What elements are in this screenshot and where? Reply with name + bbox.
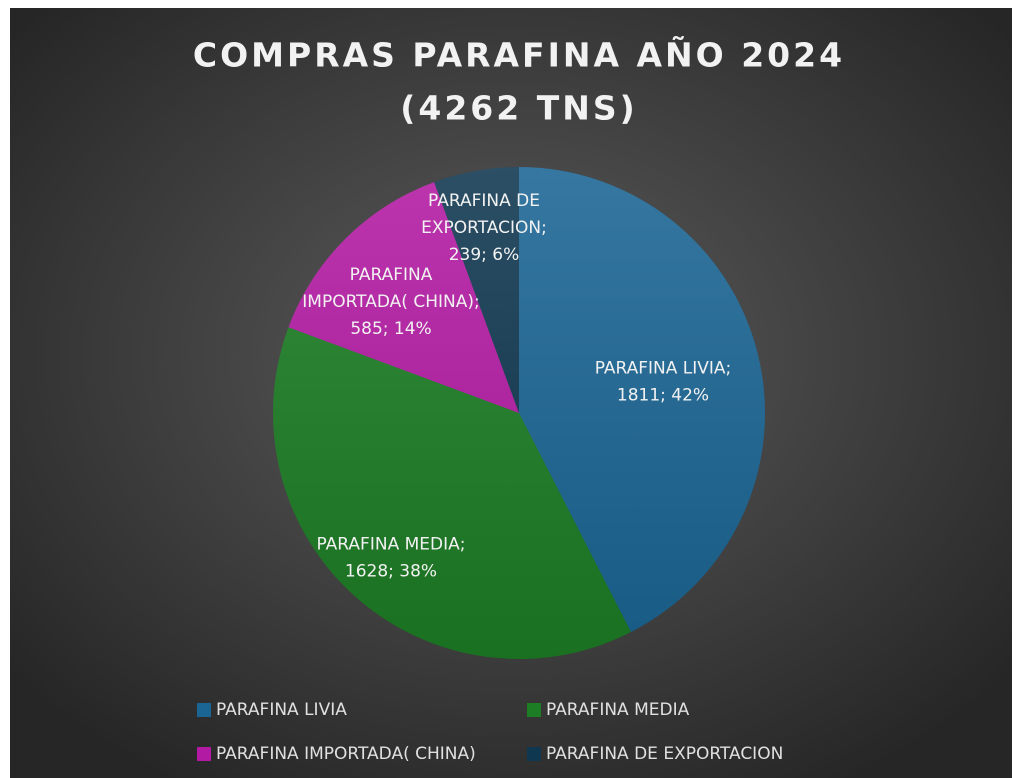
legend-swatch	[527, 703, 541, 717]
data-label: PARAFINA DE	[428, 191, 540, 211]
data-label: EXPORTACION;	[421, 218, 547, 238]
data-label: 585; 14%	[350, 319, 431, 339]
legend-label: PARAFINA DE EXPORTACION	[546, 744, 783, 764]
data-label: IMPORTADA( CHINA);	[302, 292, 479, 312]
legend-swatch	[197, 703, 211, 717]
data-label: PARAFINA MEDIA;	[317, 535, 466, 555]
legend-label: PARAFINA LIVIA	[216, 700, 347, 720]
legend-label: PARAFINA IMPORTADA( CHINA)	[216, 744, 476, 764]
data-label: 1628; 38%	[345, 562, 437, 582]
legend-swatch	[527, 747, 541, 761]
data-label: 1811; 42%	[617, 386, 709, 406]
data-label: PARAFINA LIVIA;	[595, 359, 732, 379]
chart-title: (4262 TNS)	[400, 89, 637, 128]
data-label: PARAFINA	[350, 265, 433, 285]
chart-title: COMPRAS PARAFINA AÑO 2024	[193, 35, 845, 75]
legend-label: PARAFINA MEDIA	[546, 700, 690, 720]
data-label: 239; 6%	[449, 245, 520, 265]
legend-swatch	[197, 747, 211, 761]
